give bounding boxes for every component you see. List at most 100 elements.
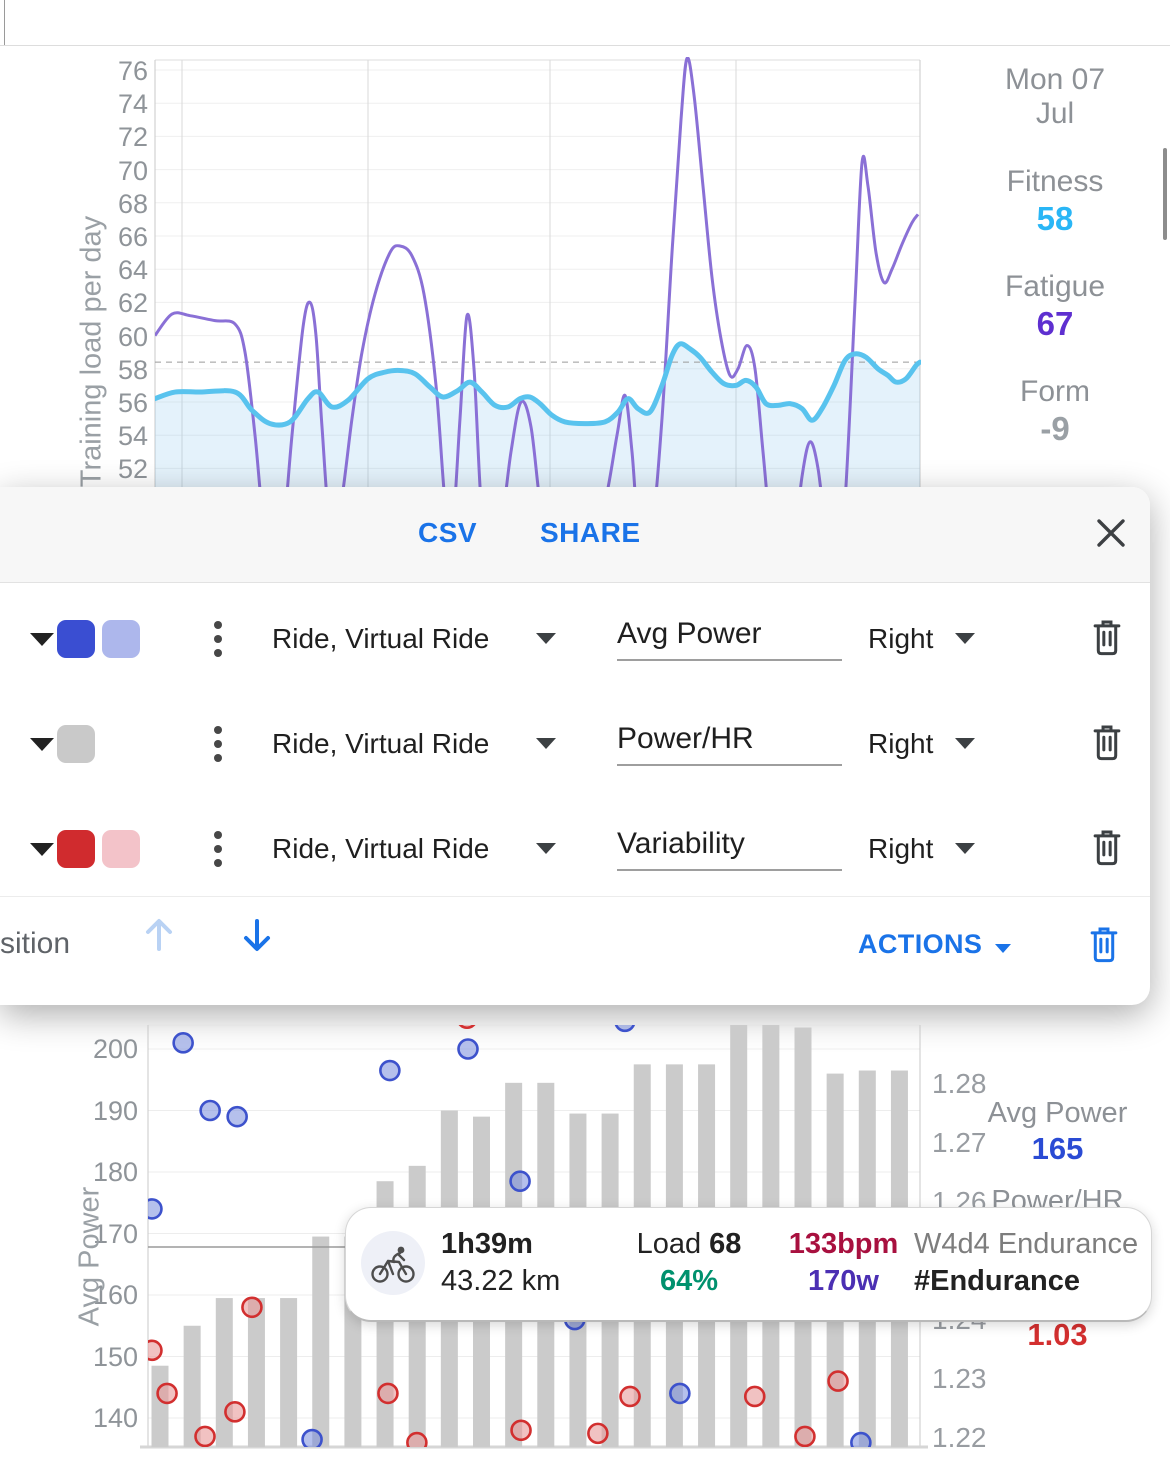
right-ytick-1.23: 1.23: [932, 1363, 987, 1394]
fitness-stat-label: Fitness: [1006, 165, 1104, 198]
variability-stat-value: 1.03: [1027, 1317, 1088, 1352]
avg-power-stat-label: Avg Power: [987, 1097, 1128, 1129]
right-ytick-1.27: 1.27: [932, 1127, 987, 1158]
power-y-axis-title: Avg Power: [73, 1186, 106, 1327]
right-ytick-1.28: 1.28: [932, 1068, 987, 1099]
color-swatch[interactable]: [57, 620, 95, 658]
activity-tooltip[interactable]: 1h39m 43.22 km Load 68 64% 133bpm 170w W…: [345, 1207, 1152, 1322]
tooltip-duration: 1h39m: [441, 1228, 533, 1260]
power-ytick-140: 140: [92, 1403, 138, 1433]
power-ytick-190: 190: [92, 1095, 138, 1126]
position-label: sition: [0, 927, 71, 960]
fitness-ytick-72: 72: [117, 122, 148, 153]
fatigue-stat: Fatigue 67: [975, 270, 1135, 344]
sport-select[interactable]: Ride, Virtual Ride: [272, 833, 490, 864]
date-line2: Jul: [1035, 97, 1075, 130]
top-bar: [0, 0, 1170, 46]
fitness-ytick-56: 56: [117, 388, 148, 418]
fitness-ytick-54: 54: [117, 421, 148, 452]
close-icon[interactable]: [1092, 514, 1130, 552]
variability-dots[interactable]: [142, 1009, 849, 1452]
fitness-ytick-64: 64: [117, 255, 148, 286]
fitness-chart-plot[interactable]: [0, 45, 1170, 487]
axis-caret-icon: [955, 738, 975, 749]
fitness-stat: Fitness 58: [975, 165, 1135, 239]
more-vert-icon[interactable]: [212, 829, 224, 871]
fitness-stat-value: 58: [1036, 200, 1074, 237]
move-up-icon[interactable]: [142, 915, 176, 955]
form-stat-value: -9: [1040, 410, 1070, 447]
fitness-ytick-76: 76: [117, 56, 148, 86]
series-row-1: Ride, Virtual Ride Power/HR Right: [0, 692, 1150, 797]
form-stat: Form -9: [975, 375, 1135, 449]
activity-icon-circle: [361, 1231, 425, 1295]
move-down-icon[interactable]: [240, 915, 274, 955]
axis-caret-icon: [955, 843, 975, 854]
delete-chart-icon[interactable]: [1085, 922, 1123, 966]
field-input[interactable]: Avg Power: [617, 617, 842, 661]
tooltip-load-intensity: Load 68 64%: [604, 1226, 774, 1300]
tooltip-title: W4d4 Endurance: [914, 1228, 1139, 1260]
fitness-ytick-66: 66: [117, 222, 148, 252]
more-vert-icon[interactable]: [212, 619, 224, 661]
fitness-ytick-60: 60: [117, 321, 148, 352]
cyclist-icon: [371, 1246, 415, 1283]
color-swatch[interactable]: [57, 830, 95, 868]
sport-select[interactable]: Ride, Virtual Ride: [272, 623, 490, 654]
power-ytick-170: 170: [92, 1218, 138, 1249]
actions-button[interactable]: ACTIONS: [858, 929, 983, 959]
sport-caret-icon: [536, 843, 556, 854]
power-ytick-150: 150: [92, 1341, 138, 1372]
power-ytick-200: 200: [92, 1034, 138, 1064]
tooltip-power: 170w: [808, 1265, 879, 1297]
delete-series-icon[interactable]: [1088, 720, 1126, 764]
color-swatch[interactable]: [102, 830, 140, 868]
fitness-ytick-58: 58: [117, 354, 148, 385]
fitness-ytick-68: 68: [117, 188, 148, 219]
series-row-0: Ride, Virtual Ride Avg Power Right: [0, 587, 1150, 692]
csv-button[interactable]: CSV: [418, 517, 478, 548]
axis-select[interactable]: Right: [868, 833, 934, 864]
fitness-ytick-62: 62: [117, 288, 148, 319]
tooltip-intensity: 64%: [659, 1265, 719, 1297]
right-ytick-1.22: 1.22: [932, 1422, 987, 1453]
top-bar-divider: [4, 0, 5, 45]
expand-caret-icon[interactable]: [30, 633, 54, 646]
expand-caret-icon[interactable]: [30, 843, 54, 856]
delete-series-icon[interactable]: [1088, 825, 1126, 869]
expand-caret-icon[interactable]: [30, 738, 54, 751]
tooltip-load: Load 68: [636, 1228, 742, 1260]
delete-series-icon[interactable]: [1088, 615, 1126, 659]
tooltip-tag: #Endurance: [914, 1265, 1080, 1297]
axis-select[interactable]: Right: [868, 623, 934, 654]
power-ytick-160: 160: [92, 1280, 138, 1310]
fitness-ytick-52: 52: [117, 454, 148, 485]
fatigue-stat-label: Fatigue: [1004, 270, 1106, 303]
avg-power-stat: Avg Power 165: [975, 1097, 1140, 1168]
field-input[interactable]: Variability: [617, 827, 842, 871]
tooltip-duration-distance: 1h39m 43.22 km: [441, 1226, 560, 1300]
actions-caret-icon: [995, 944, 1011, 953]
sport-select[interactable]: Ride, Virtual Ride: [272, 728, 490, 759]
more-vert-icon[interactable]: [212, 724, 224, 766]
fitness-line: [155, 341, 921, 428]
axis-select[interactable]: Right: [868, 728, 934, 759]
scrollbar[interactable]: [1163, 148, 1167, 240]
fitness-chart[interactable]: 76 74 72 70 68 66 64 62 60 58 56 54 52 Training load…: [0, 45, 1170, 487]
date-line1: Mon 07: [1004, 63, 1106, 96]
avg-power-stat-value: 165: [1031, 1131, 1084, 1166]
power-ytick-180: 180: [92, 1157, 138, 1187]
fatigue-stat-value: 67: [1036, 305, 1074, 342]
fitness-ytick-70: 70: [117, 155, 148, 186]
fitness-y-axis-title: Training load per day: [75, 215, 108, 488]
tooltip-distance: 43.22 km: [441, 1265, 561, 1297]
power-chart[interactable]: 2001901801701601501401.281.271.261.241.2…: [0, 1005, 1170, 1468]
color-swatch[interactable]: [57, 725, 95, 763]
tooltip-heart-rate: 133bpm: [788, 1228, 899, 1260]
field-input[interactable]: Power/HR: [617, 722, 842, 766]
sport-caret-icon: [536, 738, 556, 749]
share-button[interactable]: SHARE: [540, 517, 641, 548]
sport-caret-icon: [536, 633, 556, 644]
footer-divider: [0, 896, 1150, 897]
color-swatch[interactable]: [102, 620, 140, 658]
